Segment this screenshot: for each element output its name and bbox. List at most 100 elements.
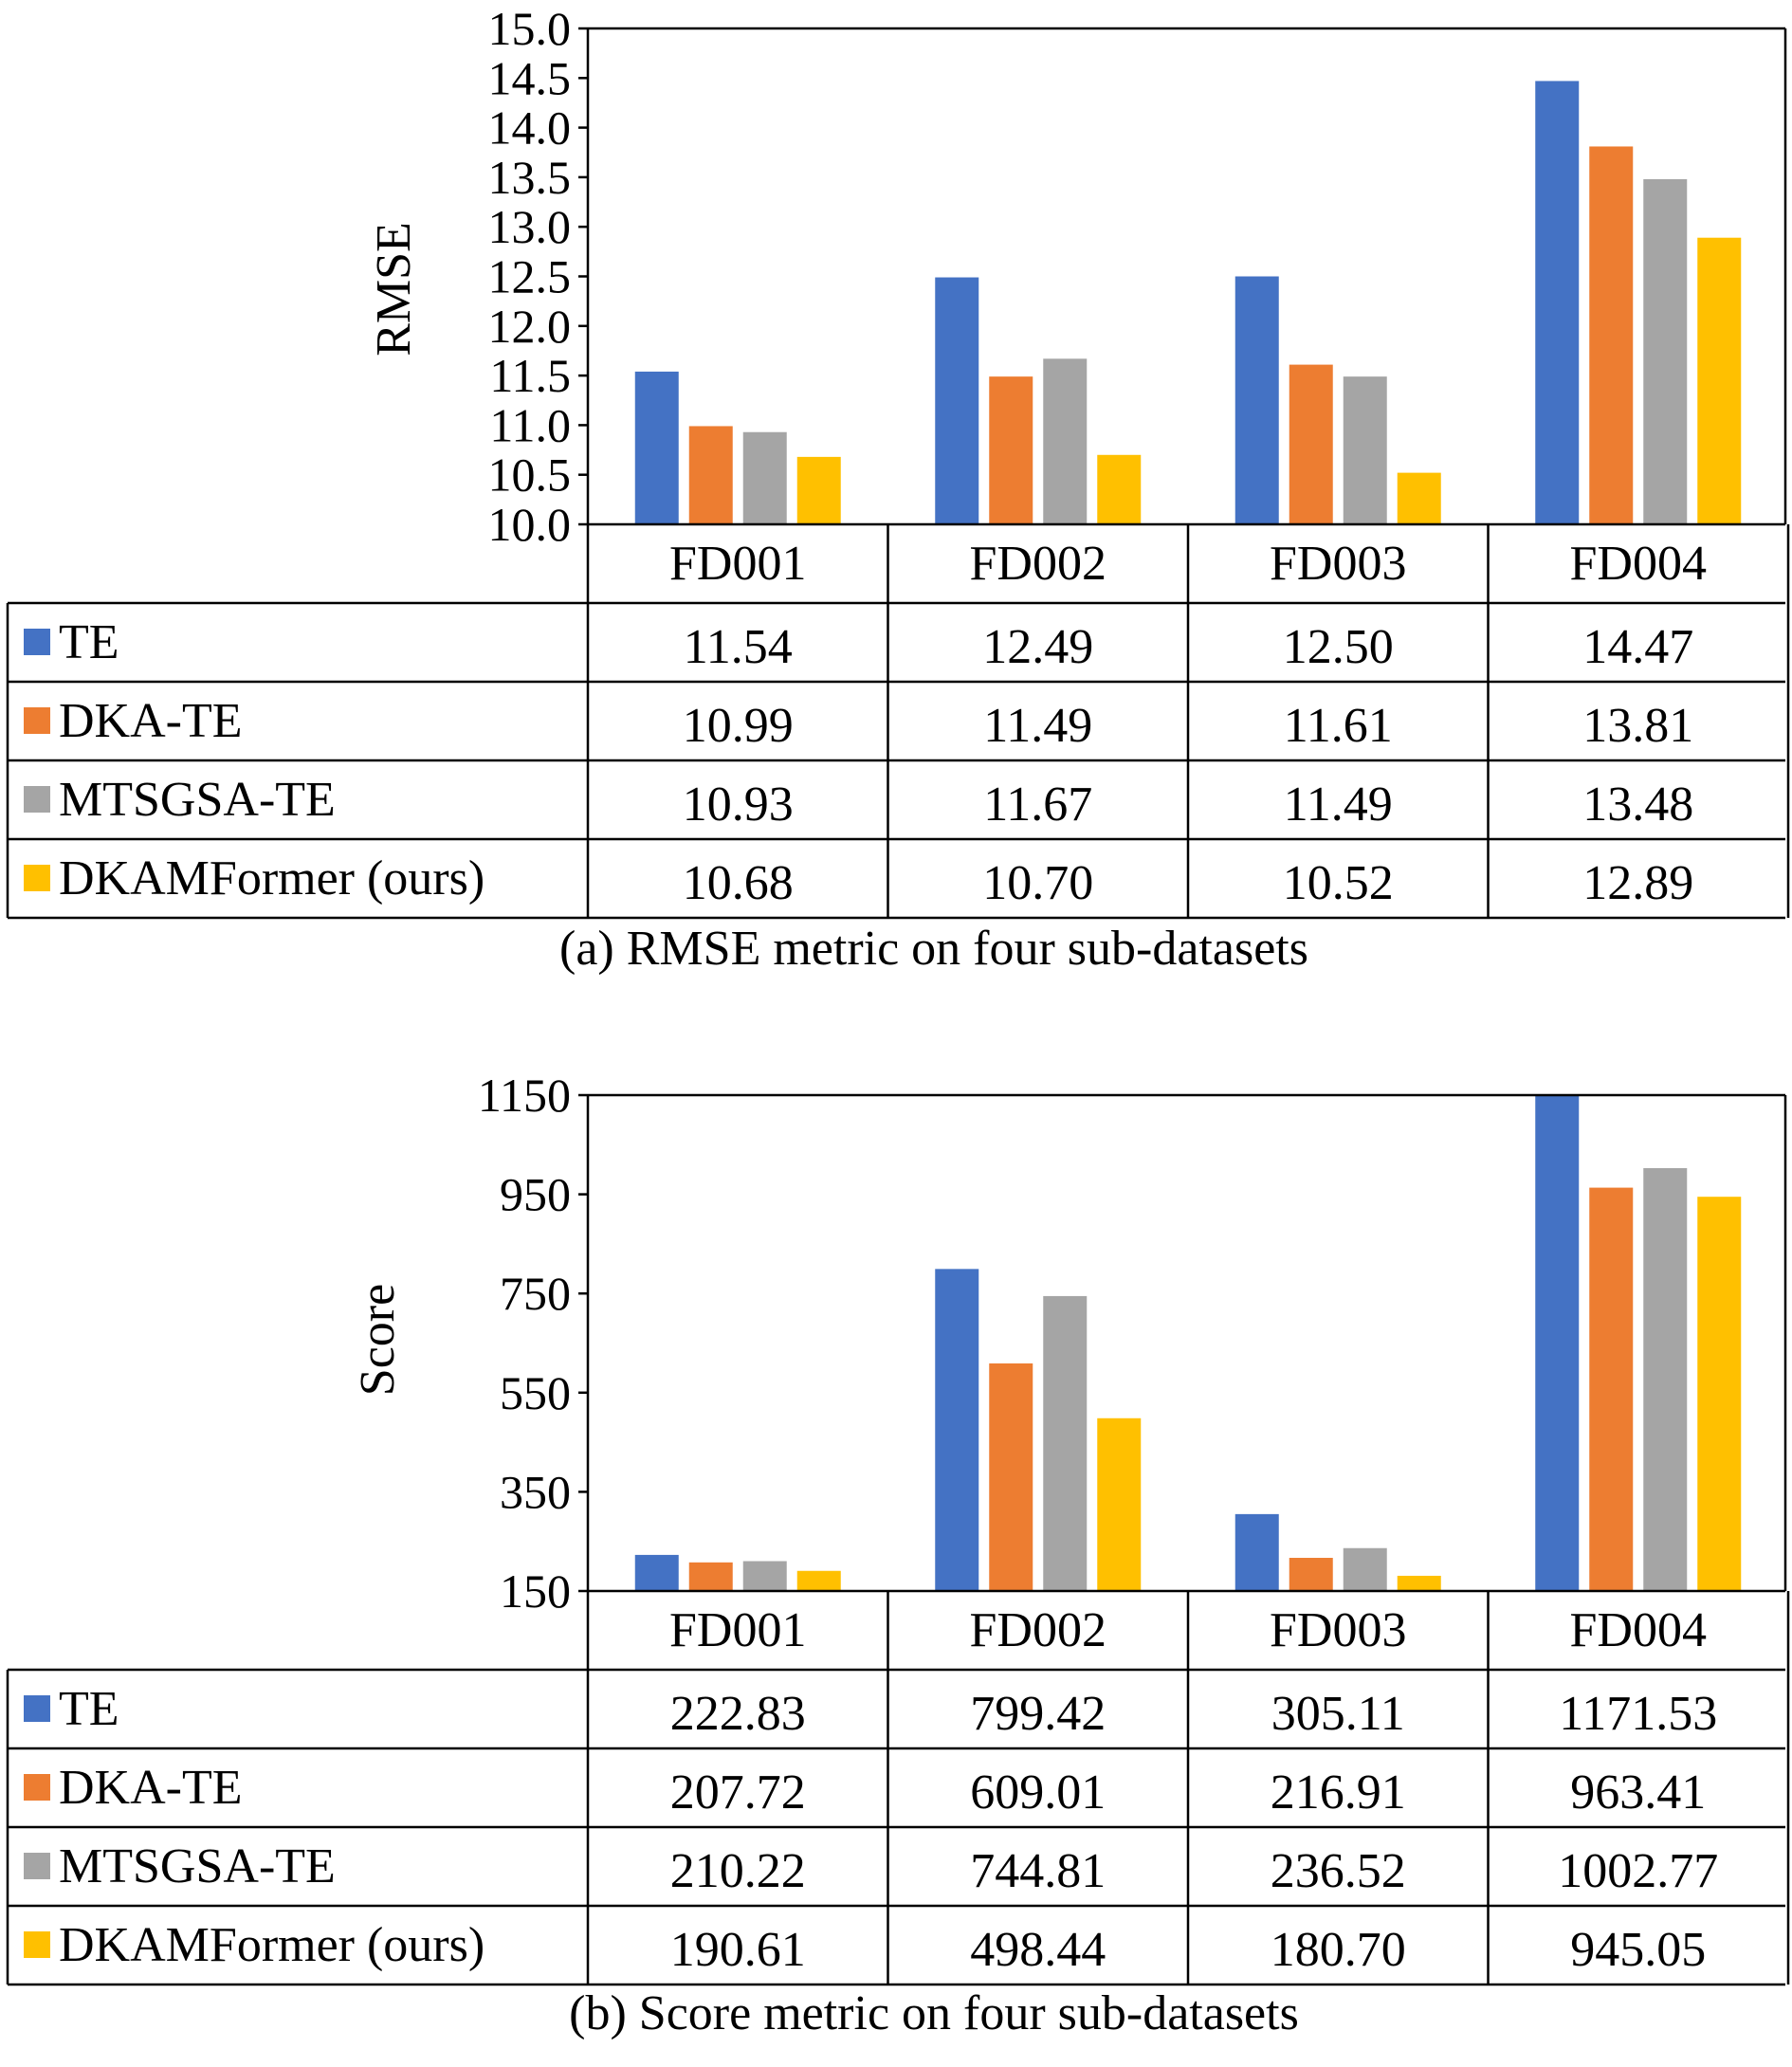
bar-dka-te-fd002	[989, 1363, 1033, 1591]
y-tick-label: 13.5	[488, 151, 572, 204]
bar-te-fd004	[1535, 81, 1580, 524]
data-table: FD001 FD002 FD003 FD004 TE 222.83 799.42 305.11…	[6, 1589, 1790, 1986]
legend-swatch	[24, 865, 50, 891]
bar-dka-te-fd003	[1289, 364, 1333, 524]
chart-1: 10.010.511.011.512.012.513.013.514.014.5…	[6, 2, 1790, 976]
bar-dka-te-fd001	[688, 1562, 733, 1591]
y-axis-label: Score	[351, 1284, 405, 1396]
legend-swatch	[24, 1853, 50, 1879]
data-label: 13.48	[1582, 777, 1693, 832]
y-tick-label: 12.5	[488, 250, 572, 303]
category-label: FD004	[1570, 1603, 1707, 1657]
bar-dkamformer-fd003	[1397, 1575, 1441, 1591]
legend-swatch	[24, 1931, 50, 1958]
data-label: 945.05	[1570, 1923, 1706, 1977]
bar-mtsgsa-te-fd002	[1043, 358, 1088, 524]
data-label: 12.50	[1283, 620, 1394, 674]
y-tick-label: 13.0	[488, 200, 572, 253]
y-tick-label: 15.0	[488, 2, 572, 55]
legend-label: MTSGSA-TE	[59, 1839, 336, 1893]
data-label: 10.99	[683, 699, 794, 753]
y-tick-label: 750	[500, 1267, 571, 1320]
y-tick-label: 10.0	[488, 498, 572, 551]
category-label: FD001	[669, 1603, 806, 1657]
y-tick-label: 10.5	[488, 448, 572, 502]
legend-label: TE	[59, 615, 119, 669]
table-row: MTSGSA-TE 210.22 744.81 236.52 1002.77	[24, 1839, 1718, 1898]
data-label: 799.42	[970, 1687, 1106, 1741]
y-axis-label: RMSE	[367, 222, 421, 357]
y-tick-label: 150	[500, 1564, 571, 1618]
bar-dkamformer-fd004	[1697, 237, 1742, 524]
bar-mtsgsa-te-fd003	[1343, 376, 1387, 524]
bar-te-fd004	[1535, 1095, 1580, 1591]
bar-mtsgsa-te-fd004	[1643, 178, 1688, 524]
data-label: 11.49	[1284, 777, 1393, 832]
legend-swatch	[24, 629, 50, 655]
table-row: DKAMFormer (ours) 190.61 498.44 180.70 945.0…	[24, 1918, 1706, 1977]
table-row: TE 222.83 799.42 305.11 1171.53	[24, 1682, 1717, 1741]
bar-te-fd001	[634, 371, 679, 524]
bar-te-fd003	[1234, 1513, 1279, 1591]
data-label: 12.49	[982, 620, 1093, 674]
data-label: 10.52	[1283, 856, 1394, 910]
data-label: 216.91	[1271, 1765, 1406, 1820]
y-tick-label: 550	[500, 1366, 571, 1419]
data-label: 10.93	[683, 777, 794, 832]
data-label: 13.81	[1582, 699, 1693, 753]
data-table: FD001 FD002 FD003 FD004 TE 11.54 12.49 12.50 14.…	[6, 522, 1790, 920]
data-label: 222.83	[670, 1687, 806, 1741]
data-label: 609.01	[970, 1765, 1106, 1820]
category-label: FD003	[1270, 537, 1406, 591]
data-label: 1171.53	[1559, 1687, 1717, 1741]
y-tick-label: 14.5	[488, 51, 572, 104]
table-row: DKA-TE 207.72 609.01 216.91 963.41	[24, 1761, 1706, 1820]
y-tick-label: 950	[500, 1168, 571, 1221]
data-label: 498.44	[970, 1923, 1106, 1977]
data-label: 11.67	[983, 777, 1092, 832]
bar-te-fd002	[935, 277, 979, 524]
y-tick-label: 14.0	[488, 101, 572, 155]
data-label: 11.61	[1284, 699, 1393, 753]
data-label: 10.70	[982, 856, 1093, 910]
data-label: 1002.77	[1558, 1844, 1718, 1898]
category-label: FD002	[970, 1603, 1106, 1657]
data-label: 744.81	[970, 1844, 1106, 1898]
data-label: 207.72	[670, 1765, 806, 1820]
bar-mtsgsa-te-fd001	[742, 431, 787, 524]
bar-mtsgsa-te-fd002	[1043, 1295, 1088, 1591]
bar-te-fd001	[634, 1554, 679, 1591]
legend-label: DKA-TE	[59, 1761, 243, 1815]
legend-label: DKAMFormer (ours)	[59, 851, 485, 905]
data-label: 236.52	[1271, 1844, 1406, 1898]
table-row: DKA-TE 10.99 11.49 11.61 13.81	[24, 694, 1693, 753]
category-label: FD003	[1270, 1603, 1406, 1657]
legend-swatch	[24, 1695, 50, 1722]
bar-dkamformer-fd003	[1397, 472, 1441, 524]
legend-label: MTSGSA-TE	[59, 773, 336, 827]
data-label: 10.68	[683, 856, 794, 910]
bar-dka-te-fd004	[1589, 1187, 1634, 1591]
bars	[634, 1095, 1742, 1591]
figure-caption: (a) RMSE metric on four sub-datasets	[559, 922, 1308, 976]
data-label: 180.70	[1271, 1923, 1406, 1977]
bar-te-fd002	[935, 1269, 979, 1591]
legend-swatch	[24, 786, 50, 813]
legend-label: TE	[59, 1682, 119, 1736]
y-tick-label: 11.0	[489, 398, 571, 451]
category-label: FD004	[1570, 537, 1707, 591]
y-tick-label: 11.5	[489, 349, 571, 402]
bar-te-fd003	[1234, 276, 1279, 524]
legend-label: DKA-TE	[59, 694, 243, 748]
y-tick-label: 350	[500, 1465, 571, 1518]
bar-dkamformer-fd002	[1097, 1418, 1142, 1591]
data-label: 963.41	[1570, 1765, 1706, 1820]
bar-dkamformer-fd001	[796, 456, 841, 524]
bars	[634, 81, 1742, 524]
bar-dka-te-fd002	[989, 376, 1033, 524]
legend-swatch	[24, 707, 50, 734]
category-label: FD001	[669, 537, 806, 591]
bar-dka-te-fd004	[1589, 146, 1634, 524]
